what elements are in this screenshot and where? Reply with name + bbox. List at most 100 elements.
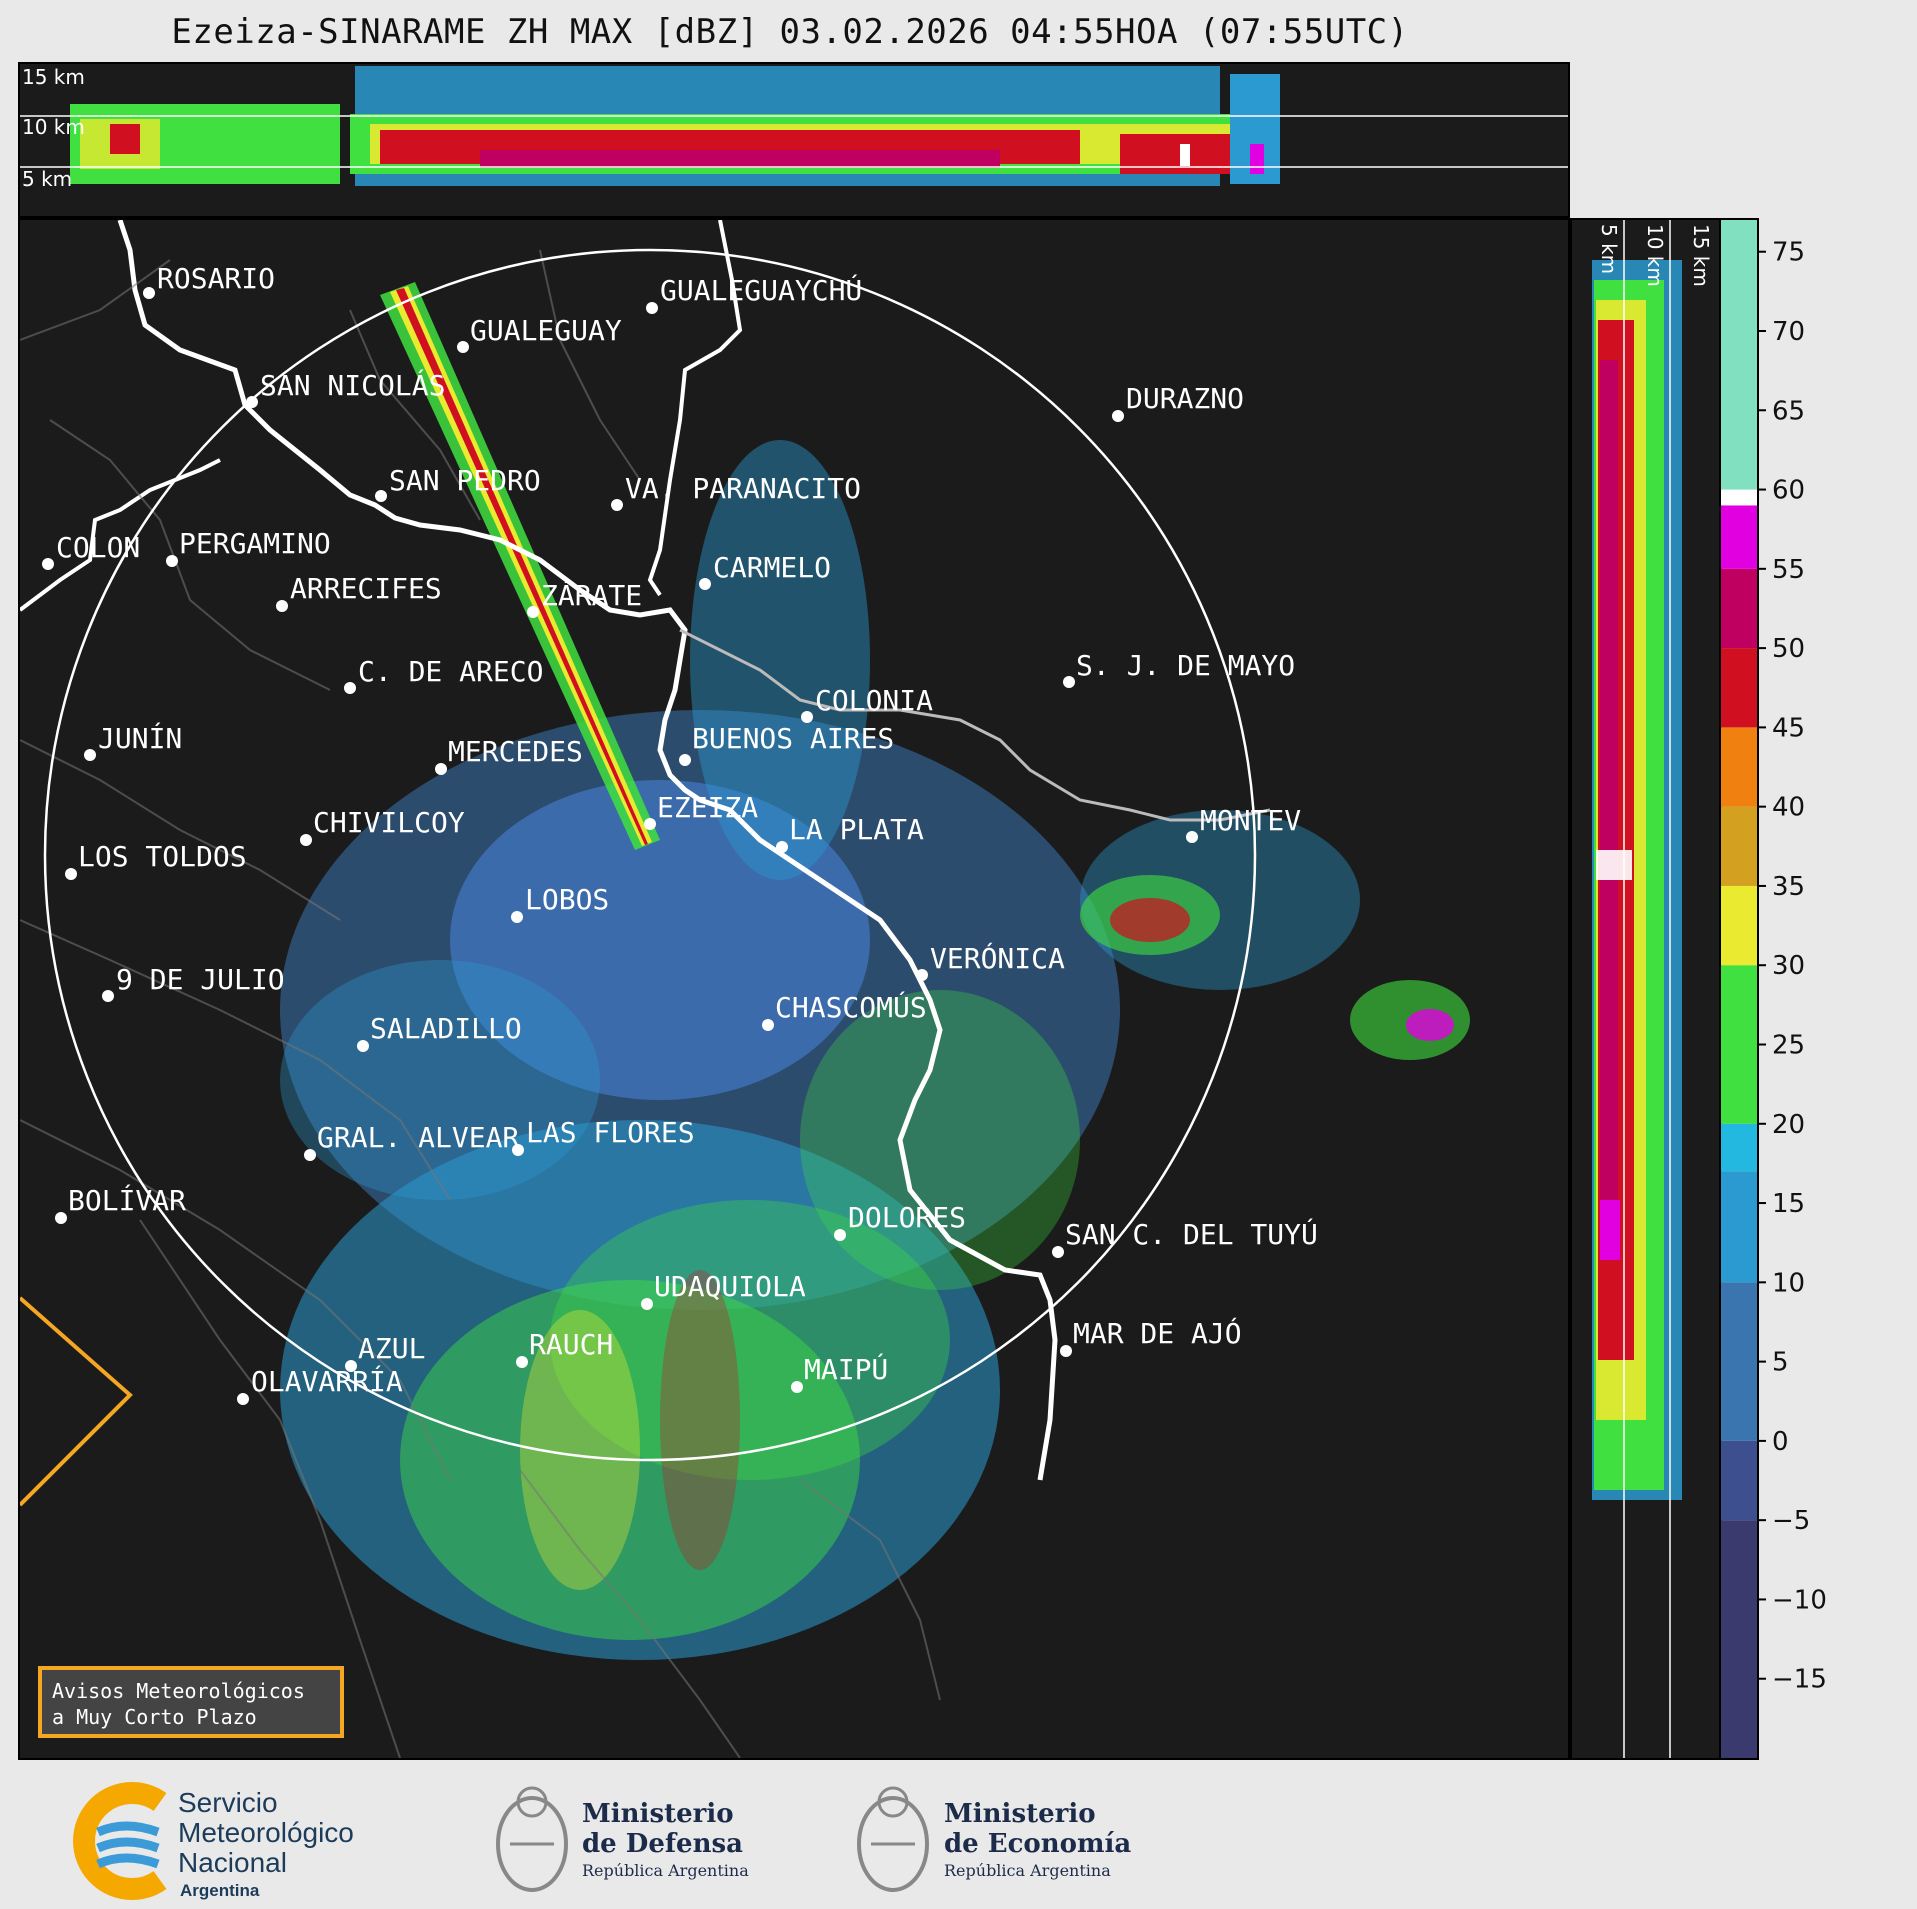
province-border bbox=[20, 458, 221, 612]
colorbar-tick-label: 40 bbox=[1772, 793, 1805, 823]
admin-boundaries bbox=[20, 249, 941, 1758]
city-label: COLON bbox=[56, 531, 140, 564]
city-pergamino: PERGAMINO bbox=[166, 527, 331, 567]
coat-of-arms-icon bbox=[496, 1786, 568, 1892]
city-label: ZÁRATE bbox=[541, 578, 642, 612]
city-label: LAS FLORES bbox=[526, 1116, 695, 1149]
city-gral-alvear: GRAL. ALVEAR bbox=[304, 1121, 519, 1161]
city-label: LOBOS bbox=[525, 883, 609, 916]
city-arrecifes: ARRECIFES bbox=[276, 572, 442, 612]
coat-of-arms-icon bbox=[857, 1786, 929, 1892]
colorbar-tick-label: 60 bbox=[1772, 476, 1805, 506]
warning-polygon bbox=[20, 1296, 133, 1507]
city-label: JUNÍN bbox=[98, 721, 182, 755]
colorbar-band bbox=[1721, 965, 1757, 1124]
city-label: VA. PARANACITO bbox=[625, 472, 861, 505]
colorbar-tick-label: 55 bbox=[1772, 555, 1805, 585]
colorbar-band bbox=[1721, 489, 1757, 506]
city-mercedes: MERCEDES bbox=[435, 735, 583, 775]
city-rosario: ROSARIO bbox=[143, 262, 275, 299]
city-carmelo: CARMELO bbox=[699, 551, 831, 590]
city-label: LA PLATA bbox=[789, 813, 924, 846]
radar-map-panel: ROSARIO GUALEGUAYCHÚ GUALEGUAY SAN NICOL… bbox=[18, 218, 1570, 1760]
city-label: DURAZNO bbox=[1126, 382, 1244, 415]
right-echo-band bbox=[1592, 260, 1682, 1500]
city-c-de-areco: C. DE ARECO bbox=[344, 655, 543, 694]
smn-line-1: Servicio bbox=[178, 1787, 278, 1818]
dbz-colorbar: 75 70 65 60 55 50 45 40 35 30 25 20 15 1… bbox=[1719, 218, 1827, 1760]
city-label: OLAVARRÍA bbox=[251, 1364, 403, 1398]
colorbar-tick-label: 15 bbox=[1772, 1189, 1805, 1219]
colorbar-tick-label: 75 bbox=[1772, 238, 1805, 268]
colorbar-band bbox=[1721, 806, 1757, 886]
colorbar-tick: 65 bbox=[1758, 396, 1805, 426]
defensa-line-3: República Argentina bbox=[582, 1861, 749, 1880]
city-label: AZUL bbox=[358, 1332, 425, 1365]
colorbar-band bbox=[1721, 1282, 1757, 1441]
colorbar-band bbox=[1721, 648, 1757, 728]
city-azul: AZUL bbox=[345, 1332, 425, 1372]
right-cross-section-panel: 5 km 10 km 15 km bbox=[1570, 218, 1722, 1760]
radar-echoes bbox=[280, 440, 1470, 1660]
city-label: CHIVILCOY bbox=[313, 806, 465, 839]
city-label: SAN PEDRO bbox=[389, 464, 541, 497]
colorbar-band bbox=[1721, 220, 1757, 490]
colorbar-tick: 0 bbox=[1758, 1427, 1789, 1457]
city-san-nicolas: SAN NICOLÁS bbox=[246, 368, 445, 408]
city-label: S. J. DE MAYO bbox=[1076, 649, 1295, 682]
city-olavarria: OLAVARRÍA bbox=[237, 1364, 403, 1405]
top-alt-label-10: 10 km bbox=[22, 115, 85, 139]
city-label: CHASCOMÚS bbox=[775, 990, 927, 1024]
colorbar-tick-label: 25 bbox=[1772, 1030, 1805, 1060]
top-alt-label-15: 15 km bbox=[22, 65, 85, 89]
colorbar-tick-label: 20 bbox=[1772, 1110, 1805, 1140]
city-buenos-aires: BUENOS AIRES bbox=[679, 722, 894, 766]
colorbar-tick: 25 bbox=[1758, 1030, 1805, 1060]
colorbar-tick-label: 45 bbox=[1772, 713, 1805, 743]
city-label: VERÓNICA bbox=[930, 941, 1065, 975]
colorbar-tick: 45 bbox=[1758, 713, 1805, 743]
colorbar-tick-label: −15 bbox=[1772, 1665, 1827, 1695]
city-label: ROSARIO bbox=[157, 262, 275, 295]
city-ezeiza: EZEIZA bbox=[644, 791, 758, 830]
colorbar-tick: 70 bbox=[1758, 317, 1805, 347]
uruguay-coast bbox=[679, 628, 1271, 822]
colorbar-tick: 30 bbox=[1758, 951, 1805, 981]
colorbar-frame bbox=[1719, 218, 1759, 1760]
colorbar-tick-label: −5 bbox=[1772, 1506, 1810, 1536]
colorbar-tick: 10 bbox=[1758, 1268, 1805, 1298]
colorbar-tick-label: 10 bbox=[1772, 1268, 1805, 1298]
city-durazno: DURAZNO bbox=[1112, 382, 1244, 422]
colorbar-tick: 60 bbox=[1758, 476, 1805, 506]
range-ring bbox=[43, 248, 1257, 1462]
top-cross-section-svg: 15 km 10 km 5 km bbox=[20, 65, 1568, 191]
colorbar-tick-label: 35 bbox=[1772, 872, 1805, 902]
city-los-toldos: LOS TOLDOS bbox=[65, 840, 247, 880]
city-gualeguaychu: GUALEGUAYCHÚ bbox=[646, 273, 862, 314]
city-dolores: DOLORES bbox=[834, 1201, 966, 1241]
city-label: CARMELO bbox=[713, 551, 831, 584]
city-bolivar: BOLÍVAR bbox=[55, 1183, 186, 1224]
colorbar-tick: 55 bbox=[1758, 555, 1805, 585]
city-label: BOLÍVAR bbox=[68, 1183, 186, 1217]
city-label: ARRECIFES bbox=[290, 572, 442, 605]
footer-logos: Servicio Meteorológico Nacional Argentin… bbox=[73, 1782, 1131, 1900]
legend-line-1: Avisos Meteorológicos bbox=[52, 1679, 305, 1703]
economia-line-3: República Argentina bbox=[944, 1861, 1111, 1880]
colorbar-tick: 5 bbox=[1758, 1348, 1789, 1378]
city-mar-de-ajo: MAR DE AJÓ bbox=[1060, 1316, 1242, 1357]
city-chivilcoy: CHIVILCOY bbox=[300, 806, 465, 846]
colorbar-bands bbox=[1721, 220, 1757, 1758]
map-title: Ezeiza-SINARAME ZH MAX [dBZ] 03.02.2026 … bbox=[171, 12, 1409, 52]
colorbar-tick: 35 bbox=[1758, 872, 1805, 902]
economia-logo: Ministerio de Economía República Argenti… bbox=[857, 1786, 1131, 1892]
top-alt-label-5: 5 km bbox=[22, 167, 72, 191]
smn-line-2: Meteorológico bbox=[178, 1817, 354, 1848]
colorbar-tick: 40 bbox=[1758, 793, 1805, 823]
city-udaquiola: UDAQUIOLA bbox=[641, 1270, 806, 1310]
economia-line-1: Ministerio bbox=[944, 1799, 1096, 1829]
city-sj-de-mayo: S. J. DE MAYO bbox=[1063, 649, 1295, 688]
colorbar-tick-label: 5 bbox=[1772, 1348, 1789, 1378]
defensa-logo: Ministerio de Defensa República Argentin… bbox=[496, 1786, 749, 1892]
city-saladillo: SALADILLO bbox=[357, 1012, 522, 1052]
